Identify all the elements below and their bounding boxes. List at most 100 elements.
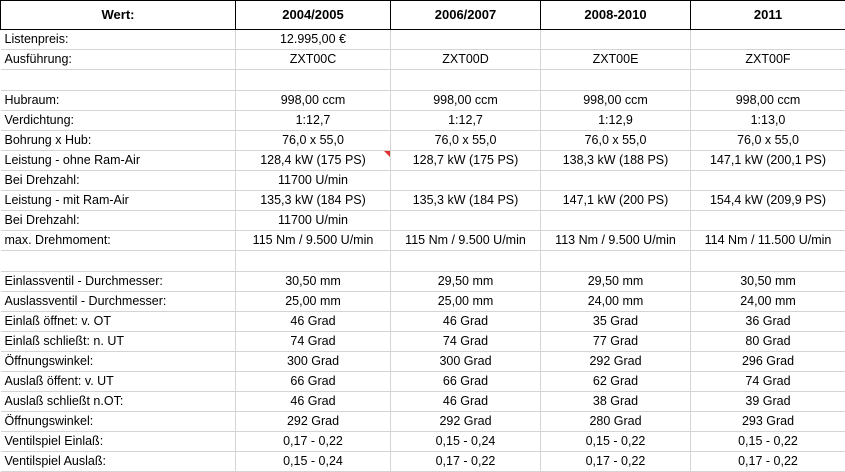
value-cell[interactable]: 46 Grad bbox=[236, 392, 391, 412]
row-label-cell[interactable]: Öffnungswinkel: bbox=[1, 352, 236, 372]
value-cell[interactable] bbox=[391, 171, 541, 191]
value-cell[interactable]: 0,15 - 0,24 bbox=[391, 432, 541, 452]
row-label-cell[interactable]: Einlaß schließt: n. UT bbox=[1, 332, 236, 352]
value-cell[interactable] bbox=[391, 211, 541, 231]
value-cell[interactable]: 300 Grad bbox=[236, 352, 391, 372]
value-cell[interactable]: 115 Nm / 9.500 U/min bbox=[236, 231, 391, 251]
value-cell[interactable]: ZXT00D bbox=[391, 50, 541, 70]
value-cell[interactable]: 46 Grad bbox=[236, 312, 391, 332]
row-label-cell[interactable]: Verdichtung: bbox=[1, 111, 236, 131]
value-cell[interactable]: 11700 U/min bbox=[236, 211, 391, 231]
value-cell[interactable]: 25,00 mm bbox=[236, 292, 391, 312]
value-cell[interactable]: 147,1 kW (200,1 PS) bbox=[691, 151, 845, 171]
value-cell[interactable] bbox=[391, 251, 541, 272]
value-cell[interactable]: 30,50 mm bbox=[236, 272, 391, 292]
row-label-cell[interactable]: Bei Drehzahl: bbox=[1, 171, 236, 191]
value-cell[interactable] bbox=[691, 30, 845, 50]
value-cell[interactable]: 36 Grad bbox=[691, 312, 845, 332]
value-cell[interactable]: 293 Grad bbox=[691, 412, 845, 432]
value-cell[interactable]: 135,3 kW (184 PS) bbox=[391, 191, 541, 211]
value-cell[interactable]: 998,00 ccm bbox=[391, 91, 541, 111]
row-label-cell[interactable]: Auslassventil - Durchmesser: bbox=[1, 292, 236, 312]
value-cell[interactable] bbox=[236, 251, 391, 272]
row-label-cell[interactable]: max. Drehmoment: bbox=[1, 231, 236, 251]
value-cell[interactable]: 46 Grad bbox=[391, 392, 541, 412]
value-cell[interactable] bbox=[391, 30, 541, 50]
row-label-cell[interactable]: Auslaß schließt n.OT: bbox=[1, 392, 236, 412]
value-cell[interactable]: 66 Grad bbox=[391, 372, 541, 392]
header-cell-2008-2010[interactable]: 2008-2010 bbox=[541, 1, 691, 30]
value-cell[interactable]: 154,4 kW (209,9 PS) bbox=[691, 191, 845, 211]
header-cell-wert[interactable]: Wert: bbox=[1, 1, 236, 30]
value-cell[interactable]: 38 Grad bbox=[541, 392, 691, 412]
row-label-cell[interactable]: Ausführung: bbox=[1, 50, 236, 70]
header-cell-2004-2005[interactable]: 2004/2005 bbox=[236, 1, 391, 30]
value-cell[interactable]: 62 Grad bbox=[541, 372, 691, 392]
value-cell[interactable]: 66 Grad bbox=[236, 372, 391, 392]
value-cell[interactable]: 114 Nm / 11.500 U/min bbox=[691, 231, 845, 251]
row-label-cell[interactable]: Hubraum: bbox=[1, 91, 236, 111]
value-cell[interactable] bbox=[541, 211, 691, 231]
value-cell[interactable]: 128,7 kW (175 PS) bbox=[391, 151, 541, 171]
row-label-cell[interactable]: Bei Drehzahl: bbox=[1, 211, 236, 231]
value-cell[interactable]: 35 Grad bbox=[541, 312, 691, 332]
value-cell[interactable]: 1:12,7 bbox=[391, 111, 541, 131]
value-cell[interactable]: 74 Grad bbox=[236, 332, 391, 352]
value-cell[interactable]: ZXT00C bbox=[236, 50, 391, 70]
value-cell-with-comment[interactable]: 128,4 kW (175 PS) bbox=[236, 151, 391, 171]
value-cell[interactable]: 39 Grad bbox=[691, 392, 845, 412]
value-cell[interactable]: 1:13,0 bbox=[691, 111, 845, 131]
value-cell[interactable]: ZXT00F bbox=[691, 50, 845, 70]
value-cell[interactable]: 77 Grad bbox=[541, 332, 691, 352]
value-cell[interactable]: 0,15 - 0,22 bbox=[541, 432, 691, 452]
row-label-cell[interactable] bbox=[1, 70, 236, 91]
row-label-cell[interactable] bbox=[1, 251, 236, 272]
value-cell[interactable]: 76,0 x 55,0 bbox=[541, 131, 691, 151]
value-cell[interactable] bbox=[691, 211, 845, 231]
value-cell[interactable]: 46 Grad bbox=[391, 312, 541, 332]
value-cell[interactable]: 30,50 mm bbox=[691, 272, 845, 292]
value-cell[interactable]: 998,00 ccm bbox=[236, 91, 391, 111]
row-label-cell[interactable]: Einlaß öffnet: v. OT bbox=[1, 312, 236, 332]
value-cell[interactable] bbox=[691, 70, 845, 91]
value-cell[interactable]: 11700 U/min bbox=[236, 171, 391, 191]
row-label-cell[interactable]: Ventilspiel Einlaß: bbox=[1, 432, 236, 452]
value-cell[interactable]: 1:12,9 bbox=[541, 111, 691, 131]
value-cell[interactable]: 76,0 x 55,0 bbox=[691, 131, 845, 151]
row-label-cell[interactable]: Leistung - mit Ram-Air bbox=[1, 191, 236, 211]
value-cell[interactable]: 300 Grad bbox=[391, 352, 541, 372]
value-cell[interactable]: 135,3 kW (184 PS) bbox=[236, 191, 391, 211]
value-cell[interactable]: 74 Grad bbox=[391, 332, 541, 352]
row-label-cell[interactable]: Öffnungswinkel: bbox=[1, 412, 236, 432]
value-cell[interactable]: 280 Grad bbox=[541, 412, 691, 432]
row-label-cell[interactable]: Listenpreis: bbox=[1, 30, 236, 50]
value-cell[interactable]: 115 Nm / 9.500 U/min bbox=[391, 231, 541, 251]
value-cell[interactable]: 80 Grad bbox=[691, 332, 845, 352]
value-cell[interactable]: 292 Grad bbox=[391, 412, 541, 432]
value-cell[interactable]: 1:12,7 bbox=[236, 111, 391, 131]
value-cell[interactable] bbox=[391, 70, 541, 91]
value-cell[interactable] bbox=[541, 251, 691, 272]
value-cell[interactable]: 29,50 mm bbox=[541, 272, 691, 292]
value-cell[interactable] bbox=[691, 171, 845, 191]
value-cell[interactable] bbox=[541, 30, 691, 50]
value-cell[interactable]: 74 Grad bbox=[691, 372, 845, 392]
value-cell[interactable]: 292 Grad bbox=[236, 412, 391, 432]
value-cell[interactable]: 76,0 x 55,0 bbox=[236, 131, 391, 151]
value-cell[interactable] bbox=[236, 70, 391, 91]
value-cell[interactable]: 998,00 ccm bbox=[691, 91, 845, 111]
value-cell[interactable]: 24,00 mm bbox=[691, 292, 845, 312]
value-cell[interactable]: 76,0 x 55,0 bbox=[391, 131, 541, 151]
value-cell[interactable]: 998,00 ccm bbox=[541, 91, 691, 111]
header-cell-2006-2007[interactable]: 2006/2007 bbox=[391, 1, 541, 30]
value-cell[interactable] bbox=[541, 171, 691, 191]
value-cell[interactable]: 147,1 kW (200 PS) bbox=[541, 191, 691, 211]
row-label-cell[interactable]: Einlassventil - Durchmesser: bbox=[1, 272, 236, 292]
value-cell[interactable]: 292 Grad bbox=[541, 352, 691, 372]
value-cell[interactable]: 24,00 mm bbox=[541, 292, 691, 312]
value-cell[interactable] bbox=[541, 70, 691, 91]
value-cell[interactable] bbox=[691, 251, 845, 272]
value-cell[interactable]: 0,17 - 0,22 bbox=[236, 432, 391, 452]
row-label-cell[interactable]: Leistung - ohne Ram-Air bbox=[1, 151, 236, 171]
value-cell[interactable]: 29,50 mm bbox=[391, 272, 541, 292]
